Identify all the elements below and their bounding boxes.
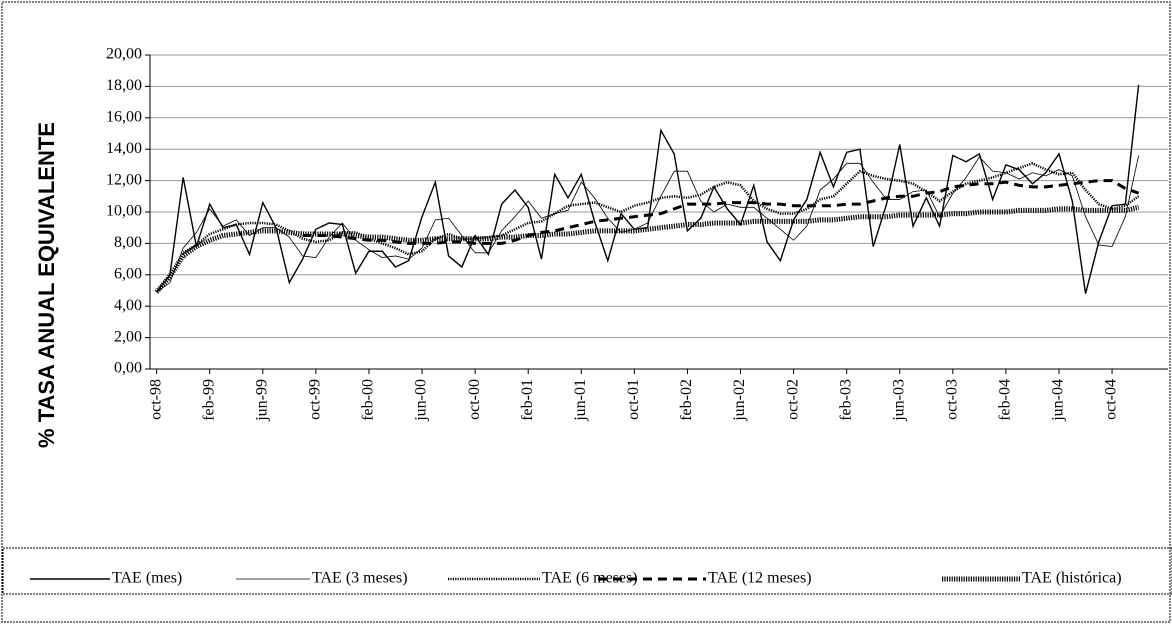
x-tick-label: jun-99 (253, 379, 270, 422)
legend-label: TAE (histórica) (1022, 570, 1122, 587)
x-tick-label: oct-99 (307, 379, 324, 420)
x-tick-label: feb-01 (519, 379, 536, 421)
legend-label: TAE (mes) (112, 570, 182, 587)
legend-box (2, 547, 1172, 595)
y-tick-label: 10,00 (106, 203, 142, 220)
series-line (156, 84, 1140, 294)
legend-label: TAE (3 meses) (312, 570, 408, 587)
x-tick-label: oct-00 (466, 379, 483, 420)
y-tick-label: 20,00 (106, 46, 142, 63)
y-tick-label: 8,00 (114, 234, 142, 251)
y-tick-label: 6,00 (114, 265, 142, 282)
x-tick-label: jun-01 (572, 379, 589, 422)
x-tick-label: oct-01 (625, 379, 642, 420)
y-tick-label: 12,00 (106, 171, 142, 188)
x-tick-label: feb-02 (678, 379, 695, 421)
y-tick-label: 2,00 (114, 328, 142, 345)
legend-label: TAE (12 meses) (708, 570, 812, 587)
x-tick-label: oct-98 (147, 379, 164, 420)
y-axis-label: % TASA ANUAL EQUIVALENTE (34, 122, 59, 448)
y-tick-label: 16,00 (106, 108, 142, 125)
x-tick-label: feb-03 (837, 379, 854, 421)
y-tick-label: 18,00 (106, 77, 142, 94)
series-line (154, 204, 1140, 294)
series-line (155, 161, 1140, 293)
x-tick-label: oct-04 (1103, 379, 1120, 420)
x-tick-label: oct-03 (944, 379, 961, 420)
x-tick-label: jun-03 (890, 379, 907, 422)
x-tick-label: oct-02 (784, 379, 801, 420)
y-tick-label: 0,00 (114, 360, 142, 377)
x-tick-label: feb-00 (360, 379, 377, 421)
x-tick-label: feb-99 (200, 379, 217, 421)
series-line (302, 179, 1140, 245)
y-tick-label: 14,00 (106, 140, 142, 157)
x-tick-label: jun-02 (731, 379, 748, 422)
x-tick-label: jun-04 (1050, 379, 1067, 422)
x-tick-label: jun-00 (413, 379, 430, 422)
x-tick-label: feb-04 (997, 379, 1014, 421)
legend-label: TAE (6 meses) (542, 570, 638, 587)
y-tick-label: 4,00 (114, 297, 142, 314)
